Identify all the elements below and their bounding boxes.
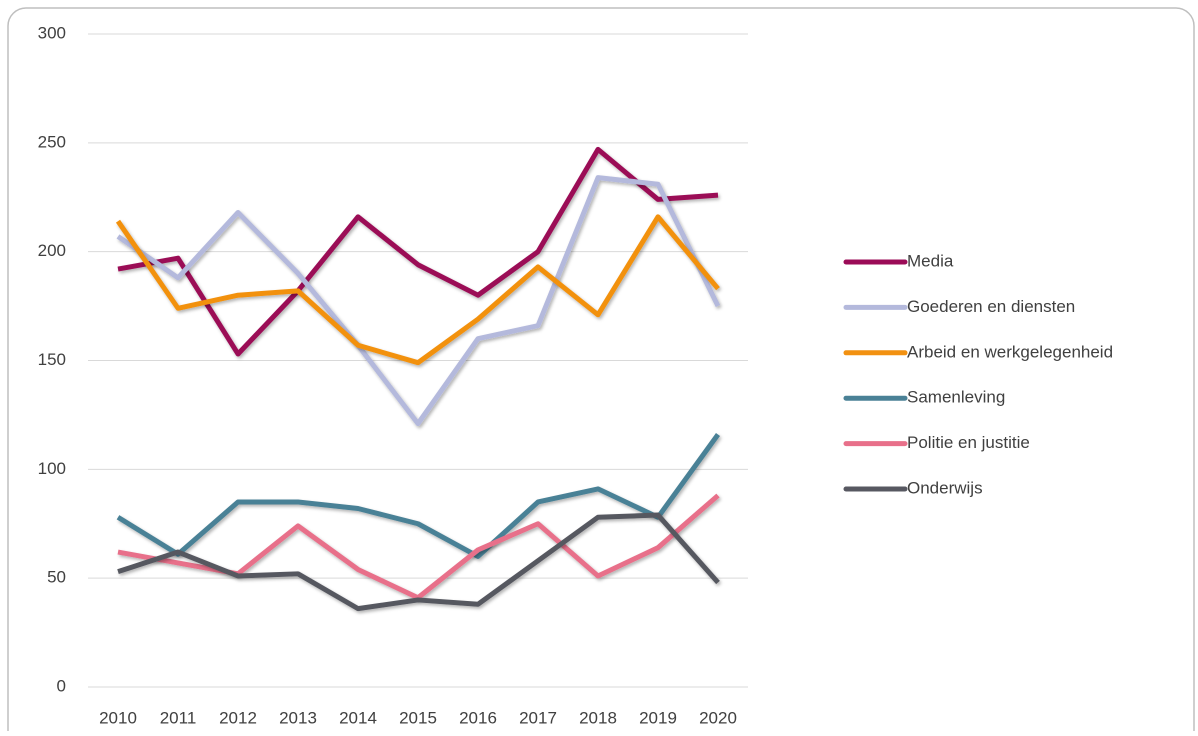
legend-label: Onderwijs — [907, 478, 983, 497]
y-tick-label: 250 — [38, 132, 66, 151]
y-tick-label: 300 — [38, 23, 66, 42]
legend-label: Samenleving — [907, 388, 1005, 407]
x-tick-label: 2013 — [279, 708, 317, 727]
y-tick-label: 0 — [57, 676, 66, 695]
legend-label: Arbeid en werkgelegenheid — [907, 342, 1113, 361]
x-tick-label: 2017 — [519, 708, 557, 727]
x-tick-label: 2019 — [639, 708, 677, 727]
chart-frame — [7, 7, 1195, 736]
y-tick-label: 50 — [47, 568, 66, 587]
series-line — [115, 214, 720, 366]
y-tick-label: 150 — [38, 350, 66, 369]
x-tick-label: 2015 — [399, 708, 437, 727]
series-line — [117, 146, 719, 357]
legend-label: Goederen en diensten — [907, 297, 1075, 316]
x-tick-label: 2018 — [579, 708, 617, 727]
x-tick-label: 2020 — [699, 708, 737, 727]
legend-label: Politie en justitie — [907, 433, 1030, 452]
x-tick-label: 2014 — [339, 708, 377, 727]
legend-label: Media — [907, 251, 954, 270]
series-line — [117, 512, 720, 612]
x-tick-label: 2016 — [459, 708, 497, 727]
y-tick-label: 200 — [38, 241, 66, 260]
series-line — [116, 433, 721, 559]
series-line — [116, 175, 721, 427]
x-tick-label: 2011 — [160, 708, 197, 727]
y-tick-label: 100 — [38, 459, 66, 478]
x-tick-label: 2010 — [99, 708, 137, 727]
x-tick-label: 2012 — [219, 708, 257, 727]
